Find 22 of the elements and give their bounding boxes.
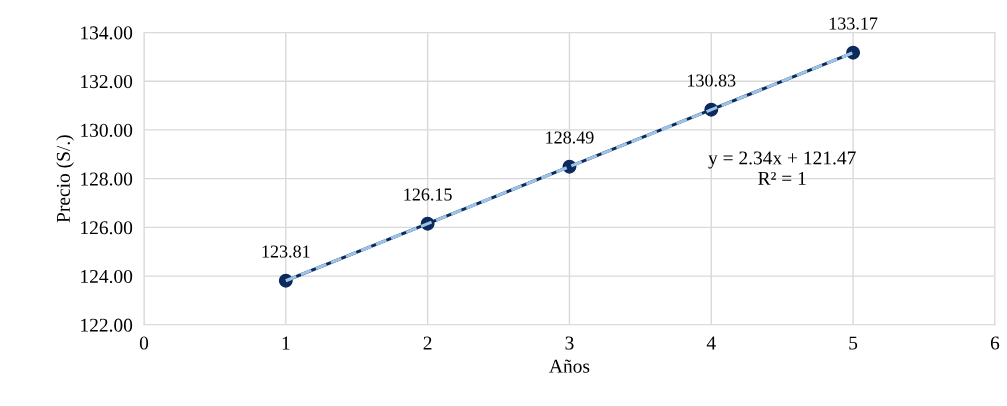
annotation: y = 2.34x + 121.47 R² = 1 bbox=[708, 151, 856, 185]
y-tick-label: 122.00 bbox=[81, 318, 133, 332]
data-label: 130.83 bbox=[688, 74, 736, 87]
y-axis-title: Precio (S/.) bbox=[56, 135, 74, 223]
y-tick-label: 132.00 bbox=[81, 75, 133, 89]
x-tick-label: 0 bbox=[139, 336, 149, 350]
x-axis-title: Años bbox=[549, 359, 590, 373]
data-label: 126.15 bbox=[404, 188, 452, 201]
y-tick-label: 126.00 bbox=[81, 221, 133, 235]
x-tick-label: 2 bbox=[423, 336, 432, 350]
y-tick-label: 134.00 bbox=[81, 26, 133, 40]
y-tick-label: 128.00 bbox=[81, 172, 133, 186]
y-tick-label: 124.00 bbox=[81, 269, 133, 284]
x-tick-label: 4 bbox=[706, 336, 716, 350]
x-tick-label: 3 bbox=[565, 336, 574, 350]
data-label: 133.17 bbox=[829, 17, 878, 30]
x-tick-label: 6 bbox=[990, 336, 1000, 350]
x-tick-label: 1 bbox=[282, 336, 290, 350]
data-label: 123.81 bbox=[262, 245, 310, 258]
x-tick-label: 5 bbox=[849, 336, 858, 350]
data-label: 128.49 bbox=[546, 131, 594, 144]
y-tick-label: 130.00 bbox=[81, 123, 133, 137]
